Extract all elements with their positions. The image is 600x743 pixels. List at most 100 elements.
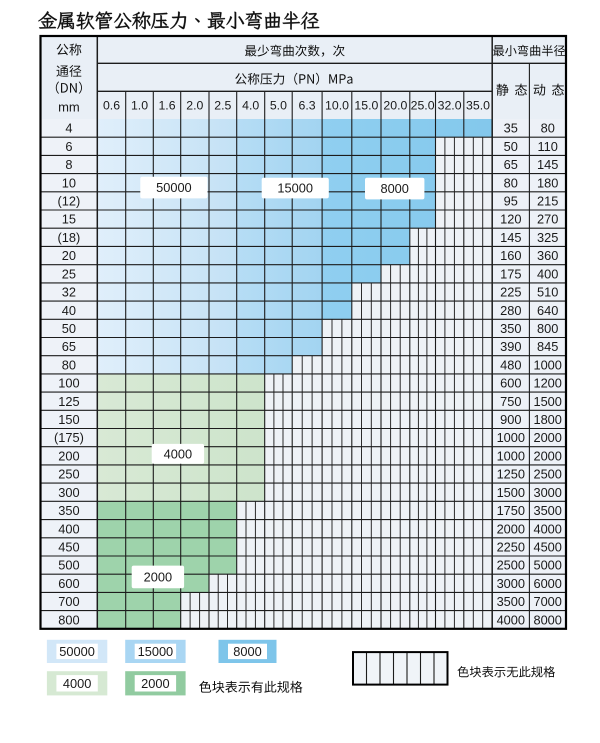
svg-text:640: 640 [537, 303, 558, 318]
svg-text:25: 25 [62, 266, 76, 281]
svg-text:95: 95 [504, 194, 518, 209]
svg-text:600: 600 [500, 376, 521, 391]
svg-text:20: 20 [62, 248, 76, 263]
svg-text:15000: 15000 [277, 181, 313, 196]
svg-text:8: 8 [65, 157, 72, 172]
svg-text:100: 100 [58, 376, 79, 391]
svg-text:50: 50 [504, 139, 518, 154]
svg-text:8000: 8000 [533, 612, 561, 627]
svg-text:1000: 1000 [497, 430, 525, 445]
svg-text:900: 900 [500, 412, 521, 427]
svg-text:2000: 2000 [533, 430, 561, 445]
svg-text:200: 200 [58, 448, 79, 463]
svg-text:800: 800 [58, 612, 79, 627]
svg-text:mm: mm [58, 100, 80, 115]
svg-text:175: 175 [500, 266, 521, 281]
svg-text:5000: 5000 [533, 558, 561, 573]
svg-text:6000: 6000 [533, 576, 561, 591]
svg-text:80: 80 [541, 121, 555, 136]
svg-text:2.5: 2.5 [214, 99, 231, 113]
svg-text:4000: 4000 [533, 521, 561, 536]
svg-text:10.0: 10.0 [325, 99, 349, 113]
svg-text:280: 280 [500, 303, 521, 318]
svg-text:1200: 1200 [533, 376, 561, 391]
svg-text:15: 15 [62, 212, 76, 227]
svg-text:80: 80 [504, 175, 518, 190]
svg-text:1500: 1500 [497, 485, 525, 500]
svg-text:145: 145 [500, 230, 521, 245]
svg-text:4500: 4500 [533, 540, 561, 555]
svg-text:(12): (12) [58, 194, 81, 209]
svg-text:1250: 1250 [497, 467, 525, 482]
svg-text:390: 390 [500, 339, 521, 354]
svg-text:6: 6 [65, 139, 72, 154]
svg-text:160: 160 [500, 248, 521, 263]
svg-text:450: 450 [58, 540, 79, 555]
svg-text:225: 225 [500, 285, 521, 300]
svg-text:400: 400 [537, 266, 558, 281]
svg-text:15000: 15000 [138, 644, 174, 659]
svg-text:180: 180 [537, 175, 558, 190]
svg-text:32.0: 32.0 [438, 99, 462, 113]
svg-text:10: 10 [62, 175, 76, 190]
svg-text:4: 4 [65, 121, 72, 136]
svg-text:845: 845 [537, 339, 558, 354]
svg-text:1000: 1000 [497, 448, 525, 463]
svg-text:270: 270 [537, 212, 558, 227]
svg-text:300: 300 [58, 485, 79, 500]
svg-text:600: 600 [58, 576, 79, 591]
svg-text:2000: 2000 [144, 570, 172, 585]
svg-text:1.6: 1.6 [158, 99, 175, 113]
svg-text:350: 350 [58, 503, 79, 518]
svg-text:65: 65 [62, 339, 76, 354]
svg-text:50: 50 [62, 321, 76, 336]
svg-text:4000: 4000 [164, 447, 192, 462]
svg-text:32: 32 [62, 285, 76, 300]
svg-text:250: 250 [58, 467, 79, 482]
svg-text:1750: 1750 [497, 503, 525, 518]
svg-text:8000: 8000 [233, 644, 261, 659]
svg-text:(18): (18) [58, 230, 81, 245]
svg-text:480: 480 [500, 357, 521, 372]
svg-text:2000: 2000 [141, 676, 169, 691]
svg-text:110: 110 [537, 139, 557, 154]
svg-text:0.6: 0.6 [103, 99, 120, 113]
svg-text:2.0: 2.0 [186, 99, 203, 113]
svg-text:50000: 50000 [156, 180, 192, 195]
svg-text:50000: 50000 [59, 644, 95, 659]
svg-text:1800: 1800 [533, 412, 561, 427]
svg-text:35: 35 [504, 121, 518, 136]
svg-text:2000: 2000 [497, 521, 525, 536]
svg-text:400: 400 [58, 521, 79, 536]
svg-text:1.0: 1.0 [131, 99, 148, 113]
svg-text:3500: 3500 [497, 594, 525, 609]
svg-text:(175): (175) [54, 430, 84, 445]
svg-text:700: 700 [58, 594, 79, 609]
svg-text:35.0: 35.0 [466, 99, 490, 113]
svg-text:40: 40 [62, 303, 76, 318]
svg-text:25.0: 25.0 [411, 99, 435, 113]
svg-text:120: 120 [500, 212, 521, 227]
svg-text:3000: 3000 [533, 485, 561, 500]
svg-text:4000: 4000 [63, 676, 91, 691]
svg-text:2500: 2500 [497, 558, 525, 573]
svg-text:325: 325 [537, 230, 558, 245]
svg-text:500: 500 [58, 558, 79, 573]
svg-text:145: 145 [537, 157, 558, 172]
svg-text:3500: 3500 [533, 503, 561, 518]
svg-text:800: 800 [537, 321, 558, 336]
svg-text:150: 150 [58, 412, 79, 427]
svg-text:510: 510 [537, 285, 558, 300]
svg-text:2000: 2000 [533, 448, 561, 463]
svg-text:65: 65 [504, 157, 518, 172]
svg-text:4000: 4000 [497, 612, 525, 627]
svg-text:80: 80 [62, 357, 76, 372]
svg-text:4.0: 4.0 [242, 99, 259, 113]
svg-text:15.0: 15.0 [354, 99, 378, 113]
svg-text:750: 750 [500, 394, 521, 409]
svg-text:2500: 2500 [533, 467, 561, 482]
svg-text:125: 125 [58, 394, 79, 409]
svg-text:360: 360 [537, 248, 558, 263]
svg-text:6.3: 6.3 [299, 99, 316, 113]
svg-text:7000: 7000 [533, 594, 561, 609]
